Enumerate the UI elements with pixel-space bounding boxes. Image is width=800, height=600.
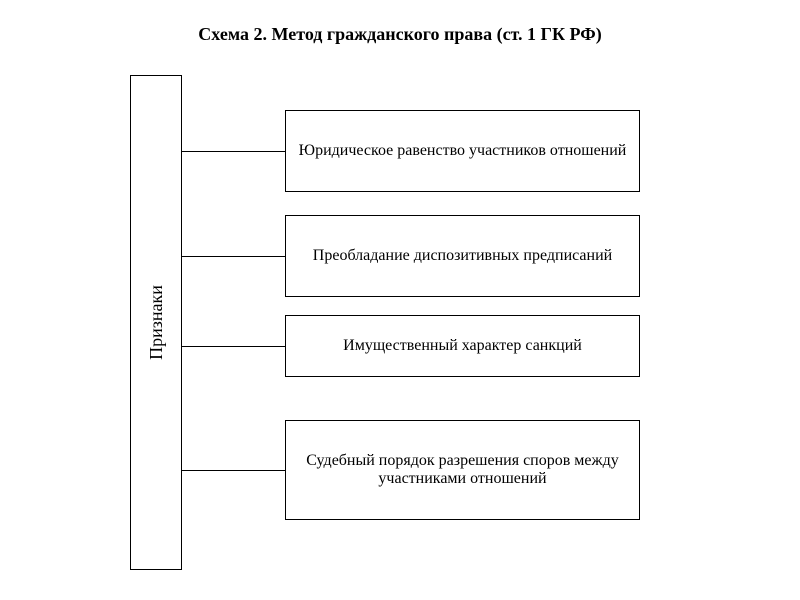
root-box: Признаки	[130, 75, 182, 570]
connector-3	[182, 470, 285, 471]
item-box-1: Преобладание диспозитивных предписаний	[285, 215, 640, 297]
diagram-title: Схема 2. Метод гражданского права (ст. 1…	[0, 24, 800, 45]
connector-0	[182, 151, 285, 152]
item-box-0: Юридическое равенство участников отношен…	[285, 110, 640, 192]
connector-1	[182, 256, 285, 257]
item-box-3: Судебный порядок разрешения споров между…	[285, 420, 640, 520]
connector-2	[182, 346, 285, 347]
root-label: Признаки	[146, 285, 167, 360]
item-box-2: Имущественный характер санкций	[285, 315, 640, 377]
